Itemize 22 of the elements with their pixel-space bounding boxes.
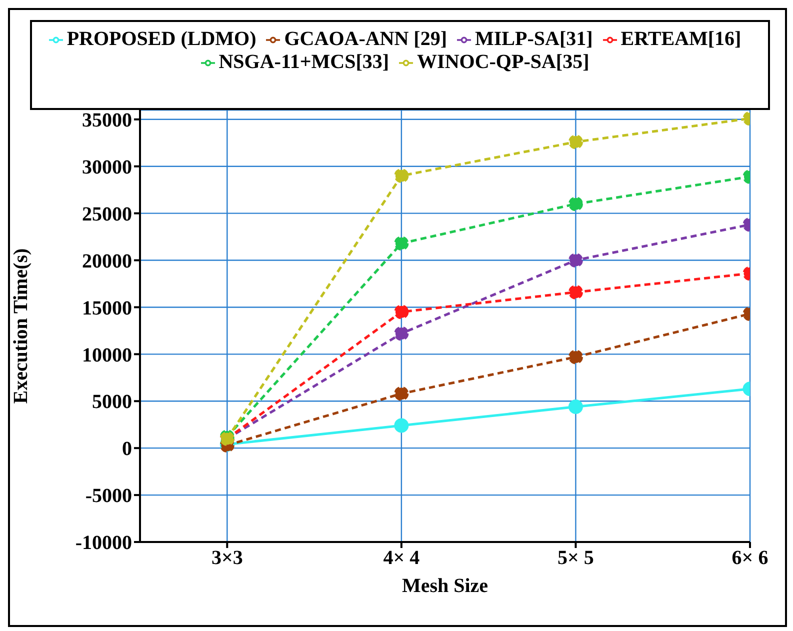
y-tick-label: 15000 [82, 297, 132, 320]
y-tick-label: 10000 [82, 344, 132, 366]
y-tick-label: 5000 [92, 391, 132, 414]
legend-label: MILP-SA[31] [475, 28, 593, 50]
x-tick-label: 4× 4 [383, 547, 420, 570]
x-tick-label: 3×3 [211, 547, 243, 570]
y-tick-label: 0 [122, 438, 132, 460]
x-tick-label: 5× 5 [558, 547, 594, 570]
y-tick-label: 25000 [82, 203, 132, 226]
y-tick-label: -10000 [75, 532, 132, 554]
legend-label: ERTEAM[16] [620, 28, 742, 50]
x-tick-label: 6× 6 [732, 547, 768, 570]
x-axis-title: Mesh Size [402, 575, 488, 597]
legend-label: WINOC-QP-SA[35] [417, 51, 590, 73]
y-tick-label: 30000 [82, 156, 132, 178]
y-tick-label: 35000 [82, 109, 132, 132]
y-tick-label: -5000 [85, 485, 132, 508]
y-tick-label: 20000 [82, 250, 132, 272]
legend-label: GCAOA-ANN [29] [284, 28, 448, 50]
y-axis-title: Execution Time(s) [10, 248, 32, 404]
legend-label: NSGA-11+MCS[33] [218, 51, 390, 73]
legend-label: PROPOSED (LDMO) [66, 28, 256, 50]
